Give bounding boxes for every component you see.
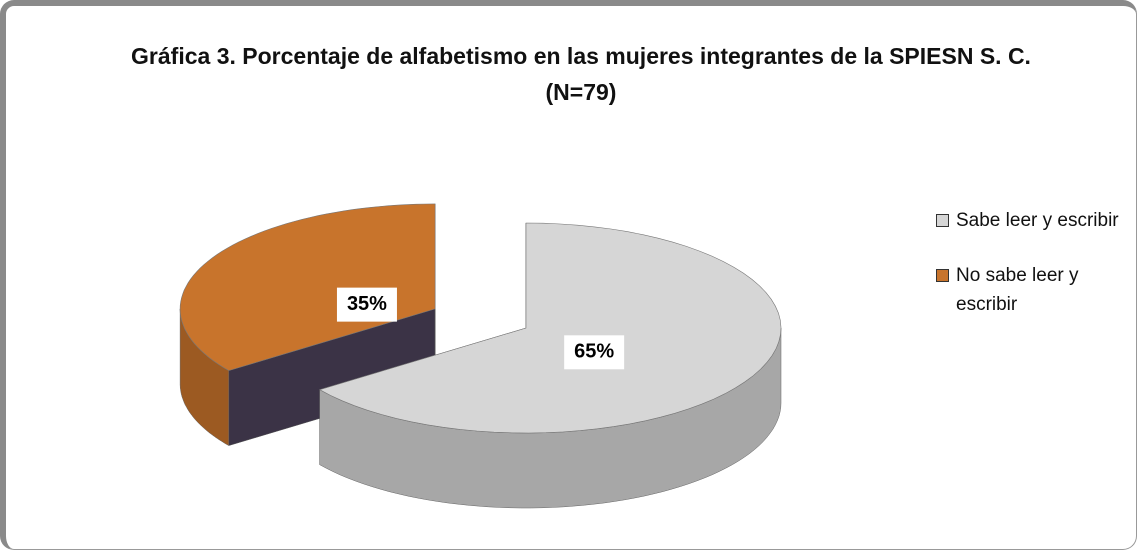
legend-swatch (936, 269, 949, 282)
legend-swatch (936, 214, 949, 227)
legend: Sabe leer y escribir No sabe leer y escri… (934, 206, 1124, 345)
chart: Gráfica 3. Porcentaje de alfabetismo en … (0, 0, 1137, 550)
legend-label: Sabe leer y escribir (956, 210, 1119, 231)
legend-item: Sabe leer y escribir (934, 206, 1124, 235)
data-label: 65% (574, 341, 614, 363)
data-label: 35% (347, 293, 387, 315)
legend-label: No sabe leer y escribir (956, 265, 1079, 315)
legend-item: No sabe leer y escribir (934, 261, 1124, 319)
